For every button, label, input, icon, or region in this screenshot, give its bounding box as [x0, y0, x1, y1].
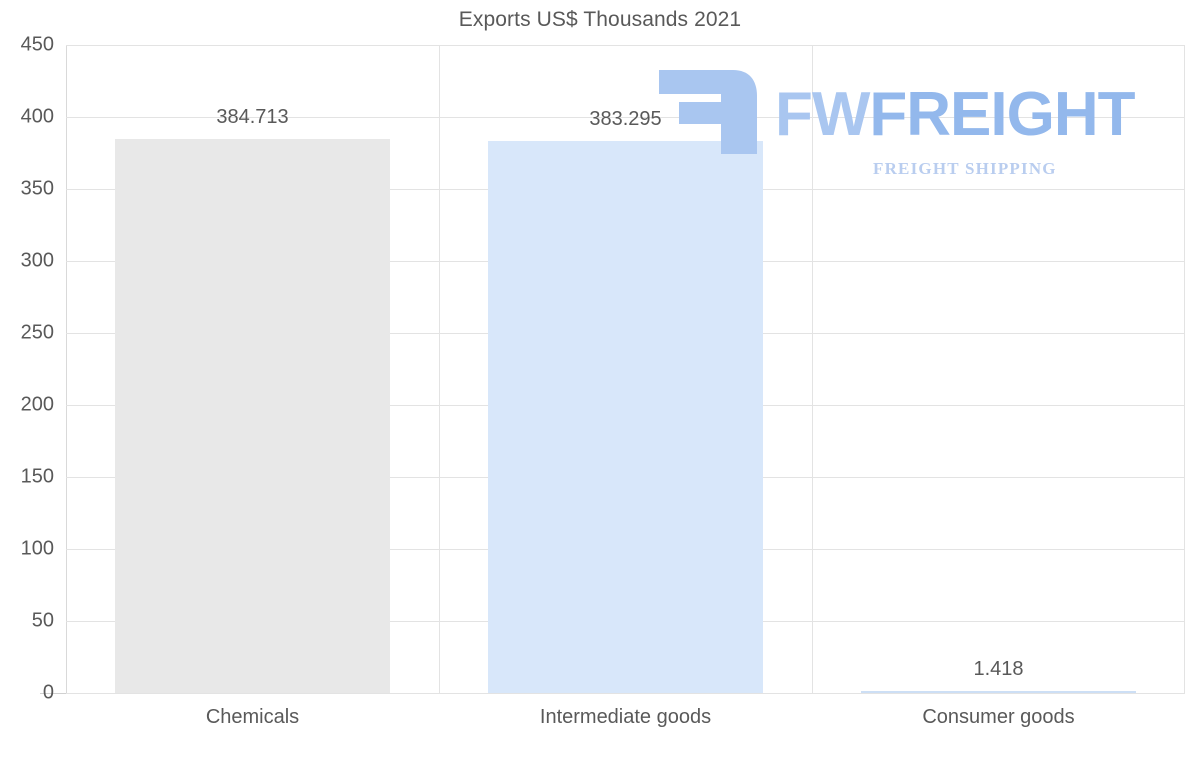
y-axis-tick-label: 200 [20, 393, 54, 416]
x-axis-category-label: Chemicals [205, 706, 300, 728]
y-axis-tick-label: 300 [20, 249, 54, 272]
x-axis-category-label: Consumer goods [922, 706, 1075, 728]
x-axis-category-label: Intermediate goods [539, 706, 712, 728]
gridline-horizontal [66, 693, 1185, 694]
gridline-vertical [812, 45, 813, 693]
bar[interactable] [115, 139, 390, 693]
y-axis-tick-label: 150 [20, 465, 54, 488]
gridline-horizontal [66, 117, 1185, 118]
chart-title: Exports US$ Thousands 2021 [458, 8, 742, 31]
y-axis-tick-label: 50 [31, 609, 54, 632]
bar[interactable] [488, 141, 763, 693]
y-axis-tick-label: 0 [42, 681, 54, 704]
gridline-vertical [439, 45, 440, 693]
y-axis-line [66, 45, 67, 694]
gridline-horizontal [66, 45, 1185, 46]
y-axis-tick-label: 250 [20, 321, 54, 344]
bar-value-label: 384.713 [216, 106, 289, 128]
gridline-vertical [1184, 45, 1185, 693]
y-axis-tick-label: 350 [20, 177, 54, 200]
plot-area [66, 45, 1185, 694]
bar-value-label: 1.418 [973, 657, 1024, 680]
bar-value-label: 383.295 [589, 108, 662, 131]
bar[interactable] [861, 690, 1136, 693]
y-axis-tick-label: 450 [20, 33, 54, 56]
y-axis-tick-label: 400 [20, 105, 54, 128]
y-axis-tick-label: 100 [20, 537, 54, 560]
